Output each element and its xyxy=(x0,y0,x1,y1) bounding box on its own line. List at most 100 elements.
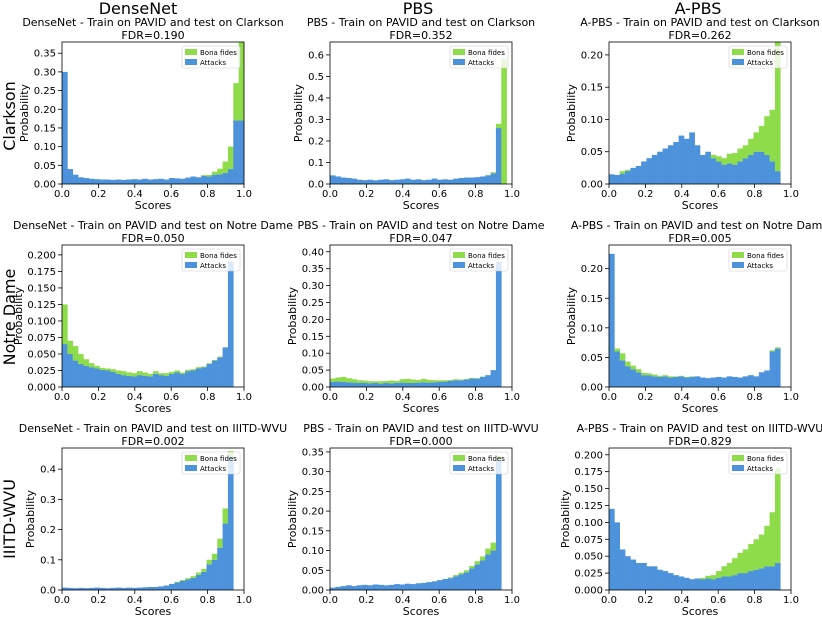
x-tick-label: 0.0 xyxy=(54,189,70,200)
bar-bona-fides xyxy=(426,379,432,383)
bar-attacks xyxy=(388,383,395,387)
bar-attacks xyxy=(748,375,754,387)
axes-frame xyxy=(608,447,792,591)
bar-bona-fides xyxy=(710,575,717,580)
bar-attacks xyxy=(431,581,438,590)
y-tick-label: 0.200 xyxy=(27,250,56,261)
bar-attacks xyxy=(479,560,486,590)
bar-bona-fides xyxy=(340,376,347,382)
legend-swatch-attacks xyxy=(732,59,744,65)
legend-label-attacks: Attacks xyxy=(200,465,226,473)
x-tick-label: 0.0 xyxy=(322,392,338,403)
chart-title: PBS - Train on PAVID and test on Clarkso… xyxy=(307,16,535,29)
bar-bona-fides xyxy=(362,380,368,383)
bar-bona-fides xyxy=(469,565,475,569)
legend-swatch-attacks xyxy=(185,465,197,471)
legend-swatch-bona-fides xyxy=(732,455,744,461)
bar-attacks xyxy=(437,381,443,387)
bar-bona-fides xyxy=(67,340,73,354)
bar-attacks xyxy=(367,179,374,184)
x-tick-label: 0.2 xyxy=(358,392,374,403)
bar-bona-fides xyxy=(689,376,695,377)
bar-attacks xyxy=(335,381,341,387)
bar-attacks xyxy=(463,177,470,184)
bar-attacks xyxy=(399,584,406,590)
x-tick-label: 0.0 xyxy=(601,595,617,606)
bar-bona-fides xyxy=(758,125,765,152)
bar-bona-fides xyxy=(163,373,170,376)
bar-bona-fides xyxy=(705,575,711,579)
bar-bona-fides xyxy=(726,153,733,164)
y-tick-label: 0.10 xyxy=(581,115,603,126)
bar-bona-fides xyxy=(147,373,154,377)
bar-attacks xyxy=(190,577,197,590)
bar-attacks xyxy=(657,569,663,590)
bar-attacks xyxy=(62,71,68,184)
bar-attacks xyxy=(78,587,84,590)
chart-subtitle: FDR=0.262 xyxy=(668,29,731,42)
bar-attacks xyxy=(625,556,631,590)
y-tick-label: 0.0 xyxy=(308,180,324,191)
legend: Bona fides Attacks xyxy=(449,45,509,69)
legend: Bona fides Attacks xyxy=(181,451,241,475)
y-tick-label: 0.30 xyxy=(302,281,324,292)
bar-attacks xyxy=(479,376,486,387)
bar-attacks xyxy=(619,549,626,590)
chart-subtitle: FDR=0.190 xyxy=(121,29,184,42)
bar-bona-fides xyxy=(458,572,465,575)
bar-attacks xyxy=(153,586,159,590)
y-axis-label: Probability xyxy=(12,286,25,345)
bar-attacks xyxy=(716,161,722,184)
x-tick-label: 0.4 xyxy=(674,595,690,606)
bar-attacks xyxy=(340,381,347,387)
legend-swatch-attacks xyxy=(185,262,197,268)
bar-attacks xyxy=(94,179,100,184)
bar-attacks xyxy=(222,523,229,590)
bar-bona-fides xyxy=(174,581,181,583)
axes-frame xyxy=(329,244,513,388)
legend-swatch-bona-fides xyxy=(185,455,197,461)
bar-bona-fides xyxy=(131,373,138,377)
bar-attacks xyxy=(238,120,245,184)
bar-attacks xyxy=(330,587,336,590)
bar-attacks xyxy=(764,370,770,387)
bar-attacks xyxy=(120,375,127,387)
bar-attacks xyxy=(206,363,213,387)
legend-swatch-attacks xyxy=(453,262,465,268)
chart-subtitle: FDR=0.005 xyxy=(668,232,731,245)
bar-bona-fides xyxy=(630,365,637,370)
bar-attacks xyxy=(657,376,663,387)
bar-bona-fides xyxy=(625,361,631,367)
legend-label-bona-fides: Bona fides xyxy=(200,252,237,260)
bar-bona-fides xyxy=(742,549,749,574)
x-tick-label: 0.4 xyxy=(127,595,143,606)
bar-attacks xyxy=(78,363,84,387)
bar-bona-fides xyxy=(201,568,207,572)
y-tick-label: 0.20 xyxy=(302,315,324,326)
y-tick-label: 0.075 xyxy=(574,535,603,546)
legend-label-attacks: Attacks xyxy=(747,465,773,473)
bar-attacks xyxy=(372,180,379,184)
row-titles: Clarkson Notre Dame IIITD-WVU xyxy=(0,81,19,559)
bar-attacks xyxy=(710,579,717,590)
bar-attacks xyxy=(126,375,132,387)
bar-attacks xyxy=(163,585,170,590)
bar-attacks xyxy=(609,253,615,387)
bar-attacks xyxy=(185,579,191,590)
bar-attacks xyxy=(383,179,390,184)
legend: Bona fides Attacks xyxy=(728,248,788,272)
legend-label-bona-fides: Bona fides xyxy=(747,252,784,260)
bar-attacks xyxy=(619,173,626,184)
bar-attacks xyxy=(362,180,368,184)
bar-bona-fides xyxy=(388,380,395,384)
bar-attacks xyxy=(120,587,127,590)
bar-attacks xyxy=(185,371,191,387)
x-tick-label: 1.0 xyxy=(783,392,799,403)
bar-attacks xyxy=(99,587,106,590)
y-tick-label: 0.35 xyxy=(302,264,324,275)
bar-attacks xyxy=(447,380,454,387)
y-tick-label: 0.20 xyxy=(581,264,603,275)
bar-attacks xyxy=(689,132,695,184)
bar-attacks xyxy=(710,158,717,184)
bar-attacks xyxy=(732,575,738,590)
